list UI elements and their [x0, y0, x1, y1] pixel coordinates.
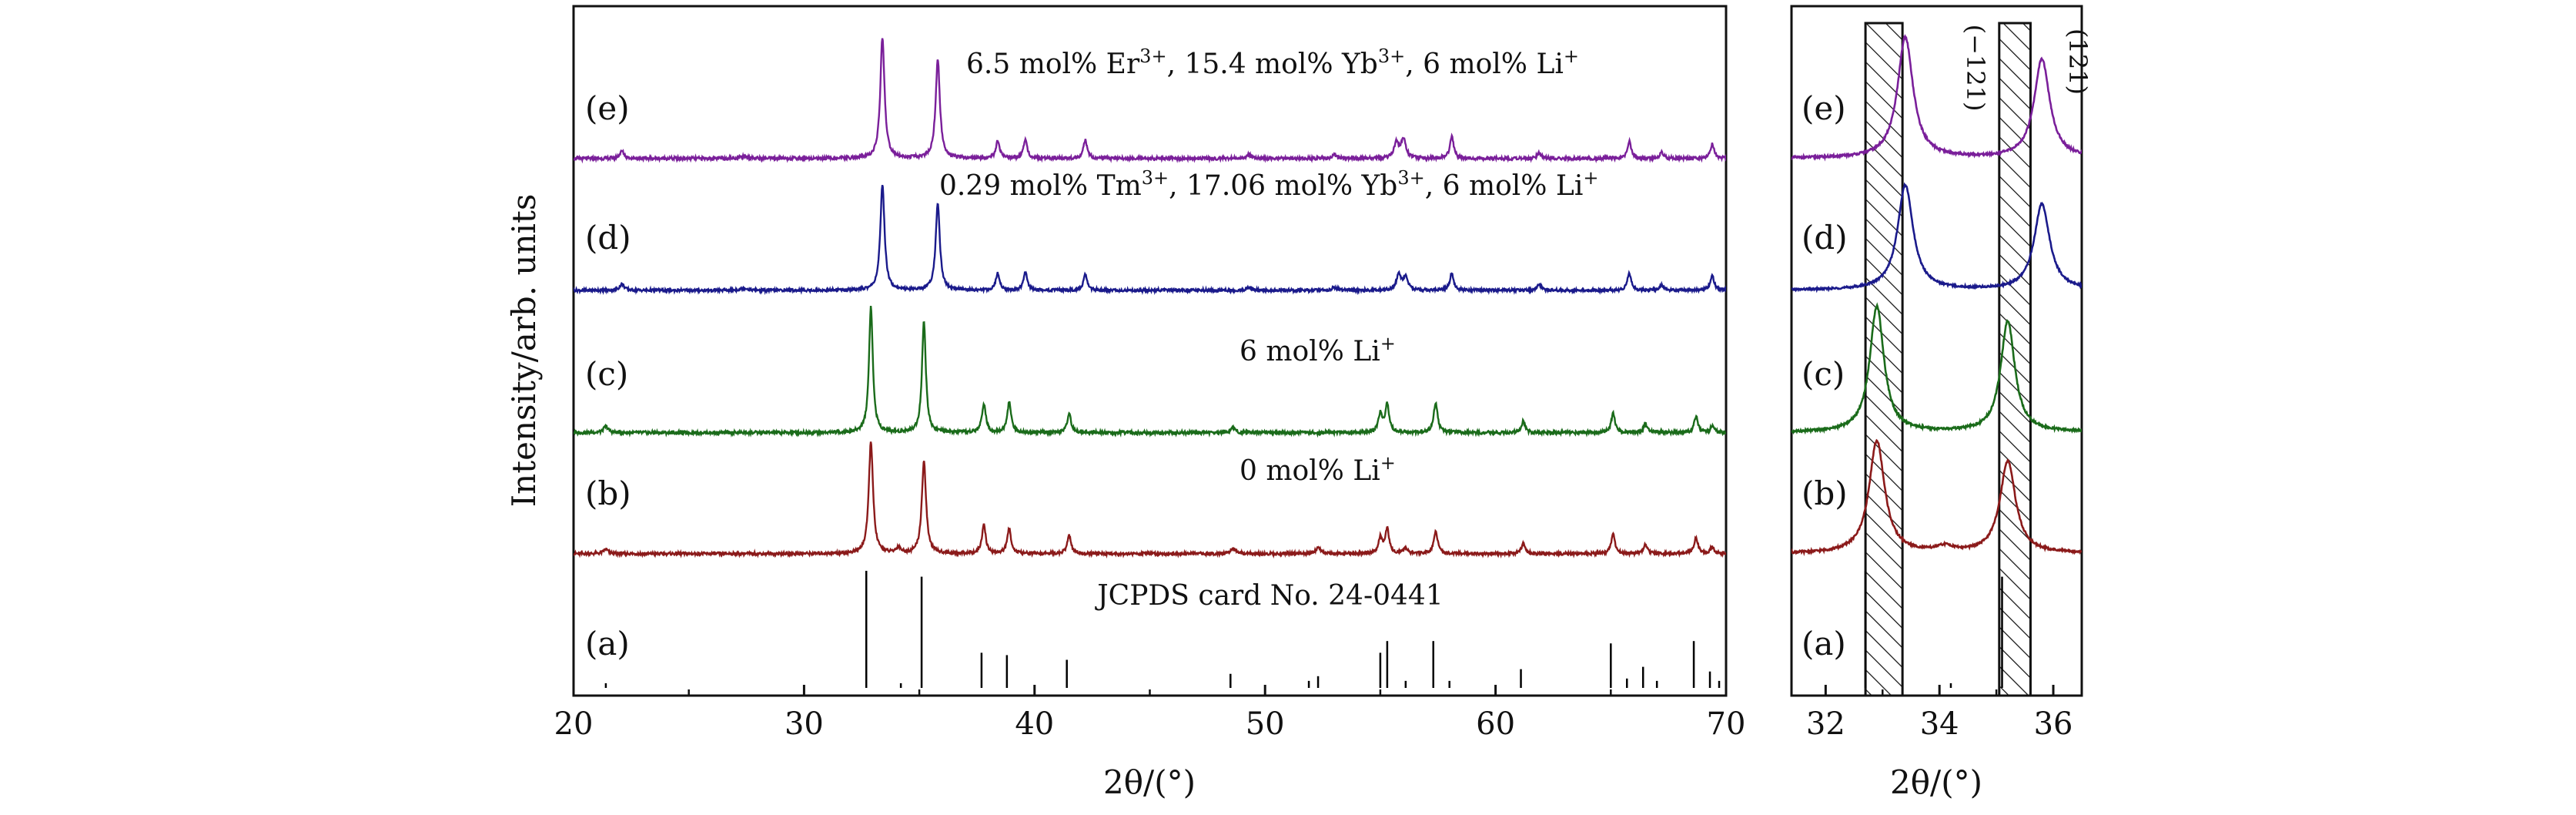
zoom-x-axis-label: 2θ/(°)	[1890, 763, 1982, 801]
hkl-label-121: (121)	[2063, 29, 2093, 95]
x-tick-label: 30	[785, 706, 824, 742]
annotation-jcpds: JCPDS card No. 24-0441	[1094, 580, 1444, 612]
zoom-series-label-b: (b)	[1802, 475, 1848, 512]
annotation-d: 0.29 mol% Tm3+, 17.06 mol% Yb3+, 6 mol% …	[939, 167, 1598, 202]
hatched-region-2	[1998, 22, 2032, 696]
zoom-series-group	[1791, 34, 2082, 688]
main-panel: 20 30 40 50 60 70 (a) (b) (c) (d) (e) JCPDS card N…	[505, 5, 1746, 801]
series-label-d: (d)	[585, 219, 631, 257]
zoom-series-label-d: (d)	[1802, 219, 1848, 257]
series-label-c: (c)	[585, 355, 628, 393]
main-x-ticks: 20 30 40 50 60 70	[554, 685, 1746, 742]
series-line-b	[574, 441, 1726, 559]
x-tick-label: 70	[1707, 706, 1746, 742]
zoom-series-line-c	[1791, 302, 2082, 435]
zoom-x-tick-label: 34	[1920, 706, 1959, 742]
annotation-b: 0 mol% Li+	[1239, 452, 1396, 487]
series-label-a: (a)	[585, 625, 630, 662]
x-tick-label: 50	[1246, 706, 1285, 742]
main-annotations: (a) (b) (c) (d) (e) JCPDS card No. 24-0441 0 m…	[585, 45, 1598, 662]
annotation-c: 6 mol% Li+	[1239, 333, 1396, 367]
zoom-panel: 32 34 36 (a) (b) (c) (d) (e) (−121) (121) 2θ/(°)	[1790, 5, 2093, 801]
main-y-axis-label: Intensity/arb. units	[505, 194, 543, 508]
zoom-series-line-e	[1791, 34, 2082, 162]
series-label-e: (e)	[585, 89, 630, 127]
series-label-b: (b)	[585, 475, 631, 512]
zoom-series-label-e: (e)	[1802, 89, 1846, 127]
x-tick-label: 60	[1476, 706, 1515, 742]
zoom-x-tick-label: 32	[1806, 706, 1845, 742]
series-line-d	[574, 184, 1726, 296]
hkl-label-minus-121: (−121)	[1961, 25, 1990, 112]
zoom-x-tick-label: 36	[2034, 706, 2073, 742]
zoom-x-ticks: 32 34 36	[1806, 685, 2073, 742]
series-line-c	[574, 305, 1726, 438]
annotation-e: 6.5 mol% Er3+, 15.4 mol% Yb3+, 6 mol% Li…	[966, 45, 1579, 80]
zoom-series-label-a: (a)	[1802, 625, 1846, 662]
zoom-plot-frame	[1790, 5, 2083, 697]
zoom-series-label-c: (c)	[1802, 355, 1845, 393]
zoom-annotations: (a) (b) (c) (d) (e) (−121) (121)	[1802, 25, 2093, 662]
zoom-series-line-b	[1791, 438, 2082, 557]
x-tick-label: 20	[554, 706, 594, 742]
main-x-axis-label: 2θ/(°)	[1103, 763, 1196, 801]
zoom-series-line-d	[1791, 182, 2082, 293]
series-line-e	[574, 38, 1726, 164]
main-series-group	[574, 38, 1726, 688]
x-tick-label: 40	[1015, 706, 1054, 742]
